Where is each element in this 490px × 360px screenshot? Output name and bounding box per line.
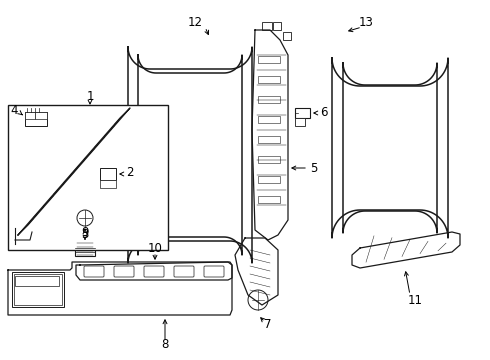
Text: 3: 3 <box>81 229 89 242</box>
Text: 10: 10 <box>147 242 163 255</box>
Bar <box>295 108 310 118</box>
Text: 11: 11 <box>408 293 422 306</box>
FancyBboxPatch shape <box>114 266 134 277</box>
Bar <box>35 112 47 119</box>
Bar <box>15 276 59 286</box>
Text: 7: 7 <box>264 319 272 332</box>
Bar <box>273 22 281 30</box>
Text: 4: 4 <box>10 104 18 117</box>
Text: 6: 6 <box>320 107 327 120</box>
Bar <box>12 272 64 307</box>
FancyBboxPatch shape <box>144 266 164 277</box>
FancyBboxPatch shape <box>204 266 224 277</box>
Text: 9: 9 <box>81 225 89 238</box>
Bar <box>258 56 280 63</box>
Bar <box>258 156 280 163</box>
Bar <box>100 168 116 180</box>
Bar <box>258 96 280 103</box>
Bar <box>100 180 116 188</box>
Text: 5: 5 <box>310 162 318 175</box>
Bar <box>258 136 280 143</box>
Text: 8: 8 <box>161 338 169 351</box>
Bar <box>14 274 62 305</box>
Bar <box>8 105 168 250</box>
FancyBboxPatch shape <box>174 266 194 277</box>
Bar <box>25 112 47 126</box>
Text: 13: 13 <box>359 15 373 28</box>
Bar <box>75 240 95 256</box>
Bar <box>283 32 291 40</box>
Bar <box>262 22 272 30</box>
FancyBboxPatch shape <box>84 266 104 277</box>
Bar <box>258 76 280 83</box>
Bar <box>295 118 305 126</box>
Bar <box>258 116 280 123</box>
Text: 1: 1 <box>86 90 94 104</box>
Bar <box>258 196 280 203</box>
Bar <box>258 176 280 183</box>
Text: 12: 12 <box>188 15 202 28</box>
Text: 2: 2 <box>126 166 133 179</box>
Bar <box>25 112 35 119</box>
